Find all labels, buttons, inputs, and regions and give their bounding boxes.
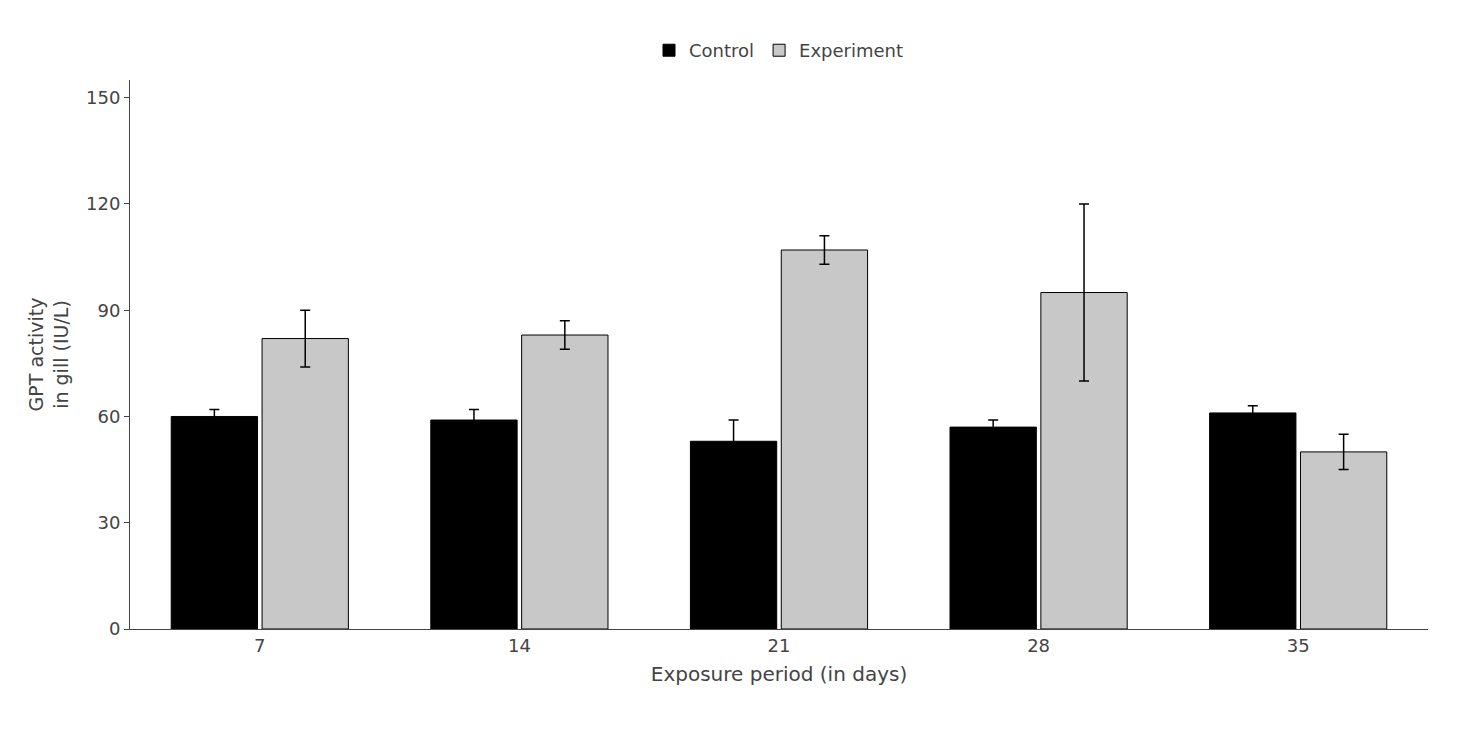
svg-text:30: 30 bbox=[97, 512, 120, 533]
svg-text:21: 21 bbox=[768, 635, 791, 656]
svg-text:Experiment: Experiment bbox=[799, 40, 903, 61]
svg-text:150: 150 bbox=[86, 87, 120, 108]
svg-text:Control: Control bbox=[689, 40, 754, 61]
svg-text:90: 90 bbox=[97, 300, 120, 321]
svg-text:120: 120 bbox=[86, 193, 120, 214]
svg-text:Exposure period (in days): Exposure period (in days) bbox=[651, 662, 907, 686]
svg-text:14: 14 bbox=[508, 635, 531, 656]
svg-text:28: 28 bbox=[1027, 635, 1050, 656]
svg-text:0: 0 bbox=[109, 618, 120, 639]
svg-text:7: 7 bbox=[254, 635, 265, 656]
svg-text:60: 60 bbox=[97, 406, 120, 427]
svg-text:GPT activityin gill (IU/L): GPT activityin gill (IU/L) bbox=[25, 298, 72, 412]
svg-text:35: 35 bbox=[1287, 635, 1310, 656]
